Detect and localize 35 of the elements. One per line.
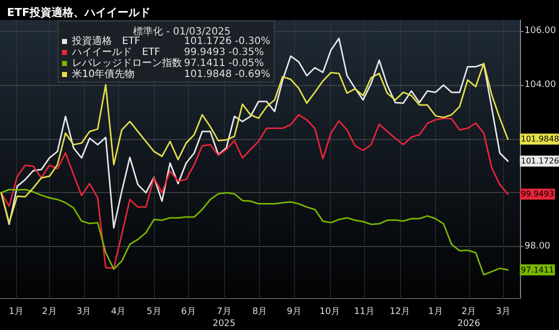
x-tick-label: 5月 [146, 307, 162, 317]
y-tick-label: 106.00 [524, 26, 556, 36]
x-tick-label: 12月 [390, 307, 410, 317]
line-series [0, 114, 509, 270]
annotation: 101.1726 -0.30% [184, 36, 270, 47]
chart-title: ETF投資適格、ハイイールド [7, 6, 151, 19]
annotation: 101.9848 -0.69% [184, 69, 270, 80]
x-tick-label: 3月 [76, 307, 92, 317]
x-tick-label: 1月 [428, 307, 443, 317]
x-tick-label: 6月 [181, 307, 196, 317]
x-tick-label: 8月 [252, 307, 268, 317]
x-tick-label: 1月 [8, 307, 24, 317]
data-label: 99.9493 [520, 190, 554, 199]
y-tick-label: 98.00 [524, 242, 551, 252]
data-label: 101.9848 [520, 134, 559, 144]
legend-label: ハイイールド ETF [71, 47, 160, 58]
legend-label: レバレッジドローン指数 [72, 57, 182, 69]
x-tick-label: 10月 [320, 307, 340, 317]
data-label: 97.1411 [520, 265, 554, 274]
legend-label: 投資適格 ETF [71, 35, 140, 47]
x-tick-label: 11月 [354, 307, 374, 317]
legend-label: 米10年債先物 [72, 68, 135, 80]
x-tick-label: 7月 2025 [212, 307, 236, 329]
x-tick-label: 4月 [110, 307, 126, 317]
x-tick-label: 3月 [496, 307, 511, 317]
line-series [0, 38, 509, 229]
x-tick-label: 2月 [42, 307, 57, 317]
annotation: 99.9493 -0.35% [184, 47, 264, 58]
legend-title: 標準化 - 01/03/2025 [133, 26, 231, 38]
annotation: 97.1411 -0.05% [184, 58, 264, 69]
x-tick-label: 9月 [286, 307, 302, 317]
y-tick-label: 104.00 [524, 80, 556, 90]
data-label: 101.1726 [520, 156, 559, 166]
x-tick-label: 2月 2026 [457, 307, 481, 329]
line-series [0, 188, 509, 276]
